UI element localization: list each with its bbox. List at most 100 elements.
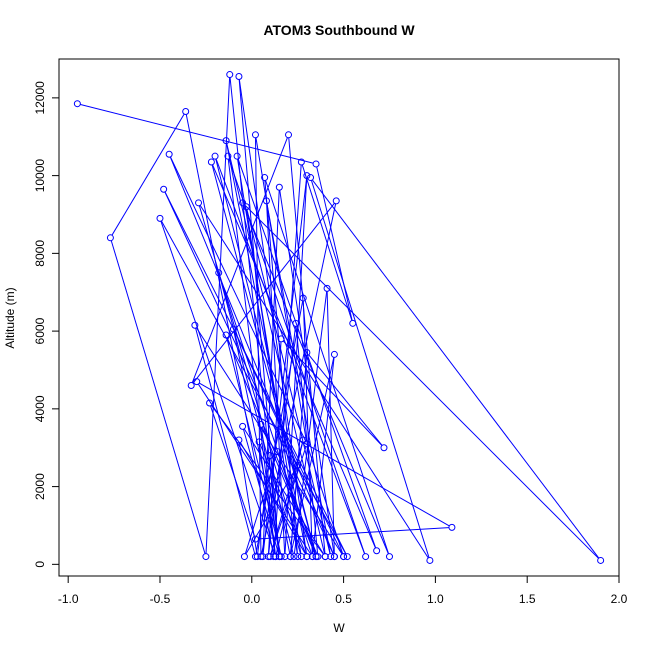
data-point — [275, 183, 283, 191]
series-segment — [234, 331, 343, 554]
data-point — [385, 553, 393, 561]
y-tick-label: 6000 — [33, 317, 47, 344]
data-point — [215, 269, 223, 277]
series-segment — [290, 468, 298, 554]
data-point — [299, 294, 307, 302]
data-point — [106, 234, 114, 242]
data-point — [160, 185, 168, 193]
data-point — [261, 174, 269, 182]
series-segment — [270, 442, 303, 554]
series-segment — [240, 442, 306, 555]
data-point — [193, 378, 201, 386]
series-points — [73, 71, 605, 564]
data-point — [222, 331, 230, 339]
data-point — [330, 350, 338, 358]
series-segment — [258, 527, 449, 540]
series-segment — [210, 405, 255, 537]
data-point — [255, 438, 263, 446]
series-segment — [199, 382, 450, 527]
series-segment — [198, 205, 301, 554]
y-tick-label: 2000 — [33, 473, 47, 500]
data-point — [299, 436, 307, 444]
data-point — [264, 553, 272, 561]
series-segment — [80, 104, 314, 164]
data-point — [321, 553, 329, 561]
series-segment — [316, 166, 353, 321]
chart-title: ATOM3 Southbound W — [263, 22, 415, 38]
x-tick-label: -1.0 — [58, 592, 79, 606]
series-segment — [212, 164, 376, 548]
series-segment — [255, 137, 307, 441]
data-point — [202, 553, 210, 561]
data-point — [262, 197, 270, 205]
data-point — [156, 214, 164, 222]
y-tick-label: 10000 — [33, 159, 47, 193]
y-axis-label: Altitude (m) — [3, 287, 17, 348]
data-point — [426, 556, 434, 564]
data-point — [251, 131, 259, 139]
data-point — [373, 547, 381, 555]
series-segment — [293, 291, 328, 554]
y-tick-label: 0 — [33, 561, 47, 568]
series-segment — [199, 205, 429, 559]
data-point — [251, 553, 259, 561]
data-point — [233, 152, 241, 160]
series-segment — [237, 159, 377, 548]
series-segment — [211, 164, 316, 554]
x-axis: -1.0 -0.5 0.0 0.5 1.0 1.5 2.0 — [58, 575, 628, 606]
series-segment — [295, 326, 319, 554]
data-point — [312, 160, 320, 168]
x-axis-label: W — [333, 621, 345, 635]
series-segment — [192, 203, 335, 384]
series-segment — [219, 275, 312, 554]
y-axis: 0 2000 4000 6000 8000 10000 12000 — [33, 81, 60, 568]
data-point — [182, 107, 190, 115]
series-segment — [308, 354, 383, 446]
data-point — [303, 172, 311, 180]
data-point — [285, 131, 293, 139]
data-point — [235, 72, 243, 80]
series-segment — [260, 427, 280, 554]
series-segment — [279, 190, 335, 554]
series-segment — [164, 191, 334, 554]
data-point — [211, 152, 219, 160]
x-tick-label: 1.0 — [427, 592, 444, 606]
series-segment — [259, 444, 276, 554]
series-segment — [302, 301, 313, 554]
data-point — [303, 553, 311, 561]
data-point — [226, 71, 234, 79]
data-point — [286, 553, 294, 561]
data-point — [222, 137, 230, 145]
data-point — [224, 152, 232, 160]
series-segment — [282, 340, 383, 446]
y-tick-label: 4000 — [33, 395, 47, 422]
data-point — [275, 553, 283, 561]
series-segment — [307, 446, 344, 554]
series-segment — [196, 327, 343, 555]
data-point — [362, 553, 370, 561]
data-point — [187, 382, 195, 390]
series-segment — [160, 221, 276, 554]
data-point — [240, 553, 248, 561]
series-segment — [266, 203, 331, 554]
y-tick-label: 12000 — [33, 81, 47, 115]
data-point — [242, 203, 250, 211]
x-tick-label: 0.0 — [243, 592, 260, 606]
x-tick-label: 2.0 — [611, 592, 628, 606]
series-segment — [255, 301, 304, 554]
series-segment — [215, 159, 316, 554]
data-point — [239, 199, 247, 207]
data-point — [307, 174, 315, 182]
data-point — [340, 553, 348, 561]
data-point — [207, 158, 215, 166]
data-point — [332, 197, 340, 205]
data-point — [229, 325, 237, 333]
data-point — [273, 448, 281, 456]
data-point — [266, 553, 274, 561]
series-segment — [243, 428, 324, 555]
series-segment — [270, 458, 291, 554]
data-point — [294, 553, 302, 561]
series-segment — [288, 137, 326, 554]
series-segment — [226, 337, 281, 554]
data-point — [343, 553, 351, 561]
